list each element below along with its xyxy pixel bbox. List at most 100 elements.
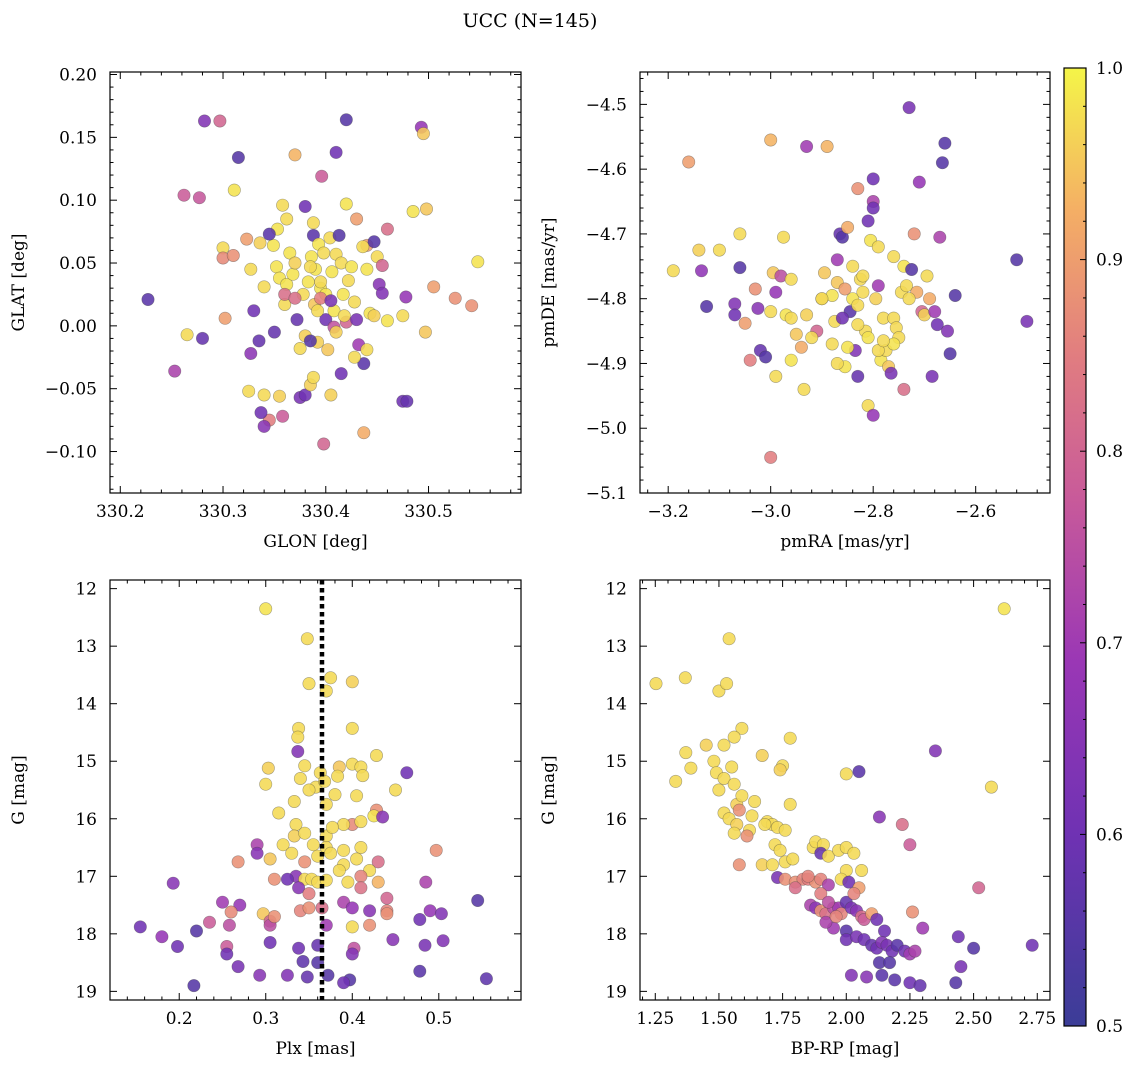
scatter-point <box>789 327 803 341</box>
y-tick-label: 16 <box>75 810 97 830</box>
scatter-point <box>337 843 351 857</box>
scatter-point <box>350 212 364 226</box>
y-tick-label: 12 <box>75 580 97 600</box>
scatter-point <box>227 183 241 197</box>
scatter-point <box>354 840 368 854</box>
scatter-point <box>846 259 860 273</box>
scatter-point <box>257 280 271 294</box>
scatter-point <box>949 976 963 990</box>
scatter-point <box>851 182 865 196</box>
scatter-point <box>856 269 870 283</box>
scatter-point <box>367 309 381 323</box>
y-tick-label: 16 <box>605 810 627 830</box>
y-tick-label: 15 <box>605 752 627 772</box>
scatter-point <box>168 364 182 378</box>
scatter-point <box>345 947 359 961</box>
scatter-point <box>751 301 765 315</box>
scatter-point <box>951 930 965 944</box>
scatter-point <box>369 748 383 762</box>
scatter-point <box>302 887 316 901</box>
scatter-point <box>325 820 339 834</box>
scatter-point <box>380 907 394 921</box>
scatter-point <box>842 875 856 889</box>
scatter-point <box>287 794 301 808</box>
scatter-point <box>222 918 236 932</box>
scatter-point <box>866 408 880 422</box>
scatter-point <box>748 282 762 296</box>
scatter-point <box>231 151 245 165</box>
scatter-point <box>735 721 749 735</box>
scatter-point <box>1025 938 1039 952</box>
scatter-point <box>331 769 345 783</box>
scatter-point <box>339 113 353 127</box>
scatter-point <box>276 198 290 212</box>
scatter-point <box>267 872 281 886</box>
scatter-point <box>302 783 316 797</box>
scatter-point <box>413 912 427 926</box>
scatter-point <box>778 823 792 837</box>
scatter-point <box>286 267 300 281</box>
scatter-point <box>717 738 731 752</box>
scatter-point <box>694 264 708 278</box>
scatter-point <box>192 191 206 205</box>
x-tick-label: 0.2 <box>166 1009 193 1029</box>
x-axis-label: Plx [mas] <box>275 1039 355 1059</box>
scatter-point <box>300 970 314 984</box>
scatter-point <box>933 230 947 244</box>
scatter-point <box>758 817 772 831</box>
scatter-point <box>324 671 338 685</box>
scatter-point <box>930 318 944 332</box>
scatter-point <box>784 272 798 286</box>
scatter-point <box>838 282 852 296</box>
scatter-point <box>257 419 271 433</box>
scatter-point <box>190 924 204 938</box>
scatter-point <box>332 228 346 242</box>
scatter-point <box>303 334 317 348</box>
scatter-point <box>727 777 741 791</box>
scatter-point <box>851 318 865 332</box>
y-tick-label: 14 <box>605 695 627 715</box>
scatter-point <box>479 972 493 986</box>
scatter-point <box>866 201 880 215</box>
scatter-point <box>375 286 389 300</box>
scatter-point <box>315 169 329 183</box>
scatter-point <box>829 910 843 924</box>
scatter-point <box>396 309 410 323</box>
scatter-point <box>727 826 741 840</box>
scatter-point <box>765 858 779 872</box>
scatter-point <box>328 788 342 802</box>
scatter-point <box>298 855 312 869</box>
scatter-point <box>905 905 919 919</box>
scatter-point <box>902 101 916 115</box>
scatter-point <box>363 904 377 918</box>
y-tick-label: 18 <box>75 925 97 945</box>
y-axis-label: pmDE [mas/yr] <box>539 217 559 347</box>
panel-pmra-pmde: −3.2 −3.0 −2.8 −2.6 −5.1 −5.0 −4.9 −4.8 −4.7 −4.6… <box>539 71 1051 552</box>
scatter-point <box>830 253 844 267</box>
x-tick-label: 0.3 <box>252 1009 279 1029</box>
scatter-point <box>341 274 355 288</box>
scatter-points <box>133 602 493 993</box>
scatter-point <box>285 846 299 860</box>
scatter-point <box>872 810 886 824</box>
scatter-point <box>928 744 942 758</box>
scatter-point <box>712 243 726 257</box>
scatter-point <box>883 956 897 970</box>
scatter-point <box>773 763 787 777</box>
scatter-point <box>291 744 305 758</box>
scatter-point <box>306 838 320 852</box>
scatter-point <box>350 789 364 803</box>
x-axis-label: BP-RP [mag] <box>791 1039 900 1059</box>
scatter-point <box>788 881 802 895</box>
scatter-point <box>354 869 368 883</box>
scatter-point <box>276 838 290 852</box>
scatter-points <box>141 113 485 451</box>
x-tick-label: 330.3 <box>199 502 248 522</box>
scatter-point <box>317 246 331 260</box>
scatter-point <box>257 388 271 402</box>
scatter-point <box>213 114 227 128</box>
scatter-point <box>1020 314 1034 328</box>
scatter-point <box>948 288 962 302</box>
scatter-point <box>844 968 858 982</box>
x-tick-label: 2.25 <box>891 1009 929 1029</box>
